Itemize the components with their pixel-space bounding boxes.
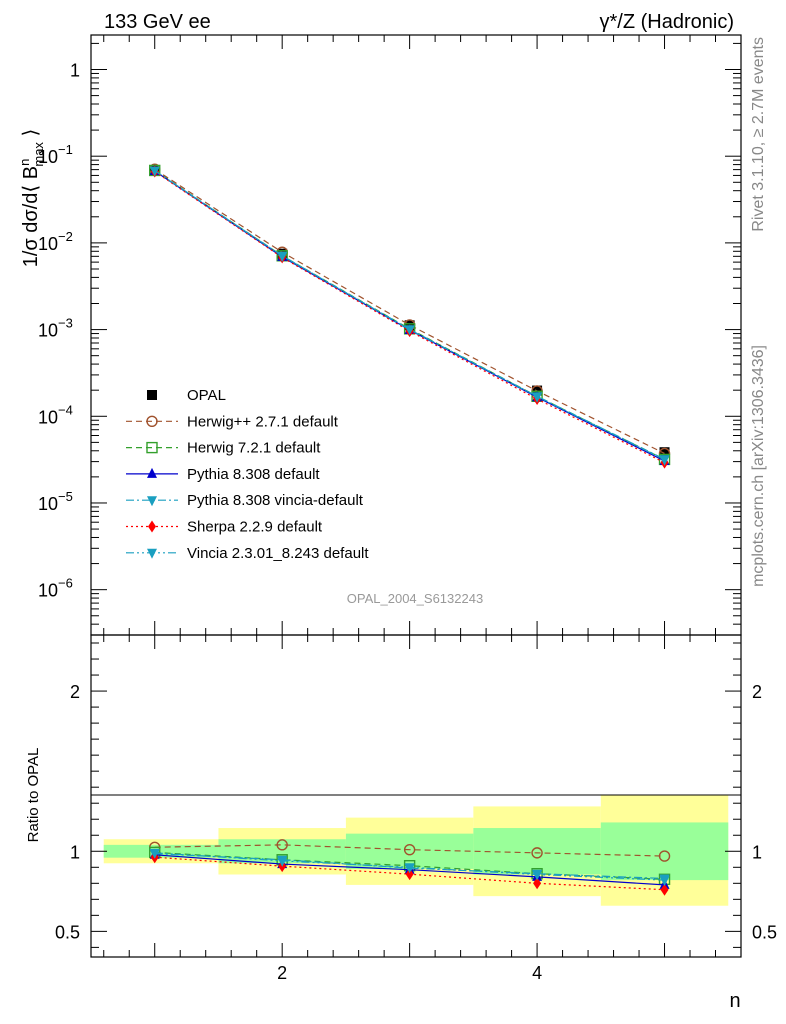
legend-marker xyxy=(147,467,157,478)
legend: OPAL Herwig++ 2.7.1 default Herwig 7.2.1 d… xyxy=(126,387,369,562)
ratio-bands xyxy=(103,795,729,906)
analysis-id: OPAL_2004_S6132243 xyxy=(347,591,483,606)
y-tick-label: 10−5 xyxy=(38,489,73,514)
ratio-y-tick-label-right: 1 xyxy=(752,842,762,862)
main-series-lines xyxy=(149,163,671,469)
main-data-point xyxy=(404,325,415,336)
ratio-data-point xyxy=(403,843,416,856)
main-y-axis-label: 1/σ dσ/d⟨ Bnmax ⟩ xyxy=(17,129,46,268)
axis-ticks xyxy=(91,35,741,957)
legend-label: Herwig 7.2.1 default xyxy=(187,440,321,457)
header-left: 133 GeV ee xyxy=(104,11,211,33)
legend-label: Herwig++ 2.7.1 default xyxy=(187,413,339,430)
main-data-point xyxy=(659,455,670,466)
legend-marker xyxy=(148,520,156,533)
x-tick-label: 2 xyxy=(277,963,287,983)
ratio-y-tick-label-left: 1 xyxy=(70,842,80,862)
legend-label: Pythia 8.308 vincia-default xyxy=(187,492,364,509)
y-tick-label: 10−6 xyxy=(38,576,73,601)
ratio-series-lines xyxy=(149,839,671,896)
ratio-data-point xyxy=(533,877,542,890)
ratio-y-tick-label-right: 2 xyxy=(752,682,762,702)
ratio-band-inner xyxy=(473,828,601,875)
legend-marker xyxy=(147,390,157,400)
ratio-data-point xyxy=(277,856,288,867)
side-label-rivet: Rivet 3.1.10, ≥ 2.7M events xyxy=(750,37,767,232)
legend-marker xyxy=(146,441,158,454)
legend-marker xyxy=(146,415,158,427)
side-label-mcplots: mcplots.cern.ch [arXiv:1306.3436] xyxy=(750,345,767,587)
ratio-band-inner xyxy=(345,833,474,869)
legend-label: OPAL xyxy=(187,387,226,404)
x-axis-label: n xyxy=(729,990,740,1012)
legend-label: Sherpa 2.2.9 default xyxy=(187,519,323,536)
y-tick-label: 10−2 xyxy=(38,229,73,254)
x-tick-label: 4 xyxy=(532,963,542,983)
ratio-data-point xyxy=(149,848,160,859)
main-series-line xyxy=(154,168,665,454)
ratio-y-tick-label-left: 2 xyxy=(70,682,80,702)
ratio-data-point xyxy=(532,870,543,881)
ratio-data-point xyxy=(658,850,671,862)
main-data-point xyxy=(659,447,670,458)
ratio-data-point xyxy=(531,847,543,859)
axis-tick-labels: 1 10−1 10−2 10−3 10−4 10−5 10−6 0.5 0.5 1 1 2 2 2 4 xyxy=(38,60,777,983)
y-tick-label: 10−3 xyxy=(38,316,73,341)
header-right: γ*/Z (Hadronic) xyxy=(600,11,734,33)
y-tick-label: 1 xyxy=(70,60,80,80)
ratio-data-point xyxy=(660,883,669,896)
main-data-point xyxy=(532,392,543,403)
main-data-point xyxy=(277,252,288,263)
legend-label: Pythia 8.308 default xyxy=(187,466,320,483)
main-data-point xyxy=(149,166,160,177)
legend-marker xyxy=(147,496,157,507)
ratio-data-point xyxy=(404,863,415,874)
ratio-y-tick-label-right: 0.5 xyxy=(752,922,777,942)
ratio-data-point xyxy=(405,868,414,881)
y-tick-label: 10−1 xyxy=(38,142,73,167)
ratio-data-point xyxy=(659,876,670,887)
ratio-data-point xyxy=(276,839,288,851)
legend-label: Vincia 2.3.01_8.243 default xyxy=(187,545,369,562)
ratio-y-tick-label-left: 0.5 xyxy=(55,922,80,942)
legend-marker xyxy=(147,548,157,559)
y-tick-label: 10−4 xyxy=(38,402,73,427)
ratio-series-line xyxy=(154,844,665,857)
ratio-y-axis-label: Ratio to OPAL xyxy=(25,748,42,843)
ratio-panel-frame xyxy=(90,634,742,958)
